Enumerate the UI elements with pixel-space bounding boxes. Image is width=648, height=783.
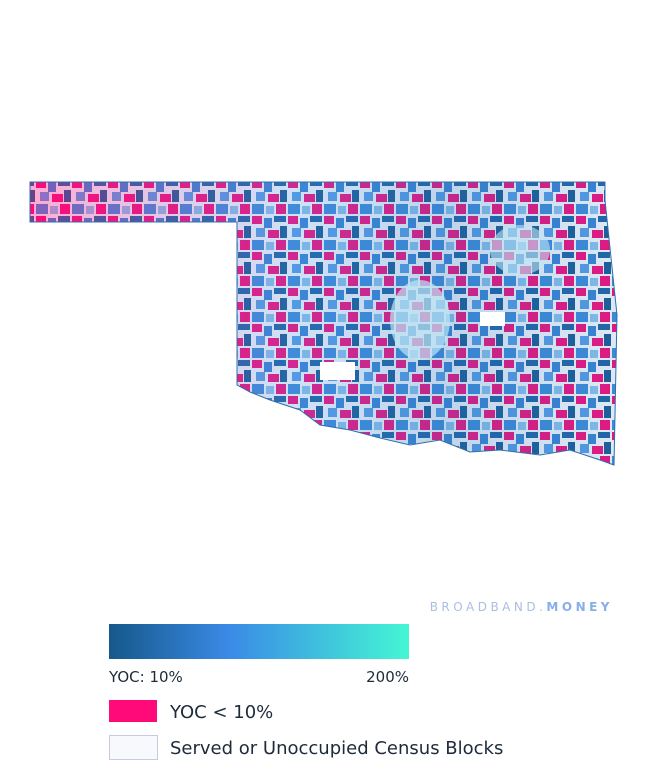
- scale-max-label: 200%: [366, 668, 409, 686]
- watermark-prefix: BROADBAND.: [430, 600, 547, 614]
- state-outline: [29, 181, 618, 466]
- legend-swatch: [109, 700, 157, 722]
- watermark: BROADBAND.MONEY: [430, 600, 613, 614]
- legend-label: Served or Unoccupied Census Blocks: [170, 738, 503, 759]
- color-scale: [109, 624, 409, 659]
- watermark-suffix: MONEY: [546, 600, 613, 614]
- scale-min-label: YOC: 10%: [108, 668, 183, 686]
- legend-label: YOC < 10%: [169, 702, 273, 723]
- legend-swatch: [109, 735, 158, 760]
